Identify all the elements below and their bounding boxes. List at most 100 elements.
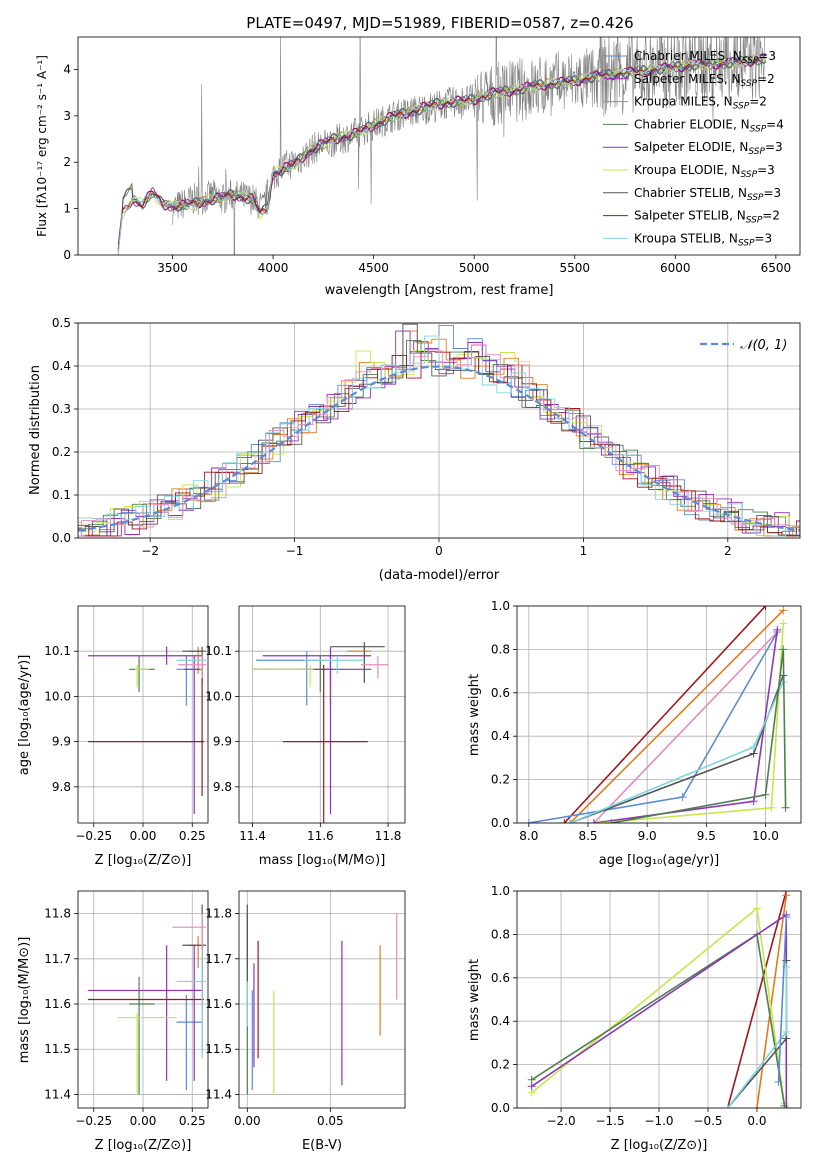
- weight-age-marker-chabrier_miles: [678, 792, 687, 801]
- weight-age-ytick-label: 0.4: [491, 729, 510, 743]
- weight-Z-decor: −2.0 −1.5 −1.0 −0.5 0.0 0.0 0.2 0.4 0.6 0.8 1.0: [491, 884, 802, 1128]
- weight-Z-marker-kroupa_miles: [752, 1104, 761, 1108]
- residuals-xtick-label: −2: [141, 544, 159, 558]
- weight-Z-marker-salpeter_elodie: [782, 1104, 791, 1108]
- weight-age-marker-salpeter_elodie: [773, 625, 782, 634]
- residual-gauss-curve: [78, 365, 800, 532]
- spectrum-legend-label-chabrier_elodie: Chabrier ELODIE, NSSP=4: [634, 117, 784, 134]
- weight-Z-marker-chabrier_miles: [774, 1077, 783, 1086]
- age-mass-xtick-label: 11.4: [239, 829, 266, 843]
- mass-ebv-xtick-label: 0.00: [234, 1114, 261, 1128]
- residual-hist-salpeter_stelib: [78, 351, 800, 537]
- spectrum-xlabel: wavelength [Angstrom, rest frame]: [325, 283, 554, 298]
- weight-Z-marker-salpeter_elodie: [527, 1082, 536, 1091]
- weight-age-marker-chabrier_miles: [524, 819, 533, 823]
- residuals-decor: −2 −1 0 1 2 0.0 0.1 0.2 0.3 0.4 0.5: [52, 316, 801, 558]
- spectrum-xtick-label: 6000: [660, 261, 691, 275]
- weight-age-marker-salpeter_elodie: [749, 797, 758, 806]
- weight-Z-line-kroupa_miles: [756, 895, 788, 1108]
- weight-Z-marker-kroupa_miles: [782, 891, 791, 900]
- age-Z-axes: −0.25 0.00 0.25 9.8 9.9 10.0 10.1: [44, 605, 209, 843]
- age-Z-ytick-label: 10.1: [44, 644, 71, 658]
- age-mass-decor: 11.4 11.6 11.8 9.8 9.9 10.0 10.1: [205, 605, 406, 843]
- weight-Z-marker-chabrier_elodie: [780, 1101, 789, 1108]
- weight-age-ytick-label: 0.0: [491, 816, 510, 830]
- residuals-ytick-label: 0.2: [52, 445, 71, 459]
- mass-Z-ytick-label: 11.8: [44, 907, 71, 921]
- age-Z-ytick-label: 9.8: [52, 780, 71, 794]
- mass-ebv-decor: 0.00 0.05 11.4 11.5 11.6 11.7 11.8: [205, 890, 406, 1128]
- spectrum-legend-label-kroupa_stelib: Kroupa STELIB, NSSP=3: [634, 231, 772, 248]
- mass-ebv-xtick-label: 0.05: [317, 1114, 344, 1128]
- weight-Z-marker-chabrier_miles: [782, 913, 791, 922]
- weight-Z-axes: −2.0 −1.5 −1.0 −0.5 0.0 0.0 0.2 0.4 0.6 0.8 1.0: [491, 884, 802, 1128]
- age-Z-xtick-label: 0.25: [179, 829, 206, 843]
- mass-ebv-ytick-label: 11.5: [205, 1042, 232, 1056]
- weight-age-marker-kroupa_miles: [779, 606, 788, 615]
- mass-Z-ytick-label: 11.6: [44, 997, 71, 1011]
- spectrum-ytick-label: 2: [63, 155, 71, 169]
- spectrum-model-kroupa_stelib: [117, 54, 766, 254]
- weight-age-line-salpeter_stelib: [563, 606, 767, 823]
- age-Z-ytick-label: 9.9: [52, 735, 71, 749]
- mass-Z-xtick-label: 0.00: [130, 1114, 157, 1128]
- weight-Z-xtick-label: −0.5: [693, 1114, 722, 1128]
- spectrum-axes: 3500 4000 4500 5000 5500 6000 6500 0 1 2 3 4: [63, 36, 801, 275]
- weight-Z-ytick-label: 0.6: [491, 971, 510, 985]
- age-mass-ytick-label: 9.9: [213, 735, 232, 749]
- weight-age-line-chabrier_elodie: [611, 649, 787, 823]
- age-mass-xlabel: mass [log₁₀(M/M⊙)]: [259, 853, 386, 868]
- residuals-plot-area: [78, 323, 800, 537]
- weight-age-ytick-label: 0.6: [491, 686, 510, 700]
- spectrum-ytick-label: 4: [63, 62, 71, 76]
- weight-Z-xtick-label: 0.0: [747, 1114, 766, 1128]
- age-mass-ytick-label: 10.1: [205, 644, 232, 658]
- age-mass-ytick-label: 9.8: [213, 780, 232, 794]
- mass-Z-xtick-label: 0.25: [179, 1114, 206, 1128]
- weight-age-ytick-label: 0.2: [491, 773, 510, 787]
- age-mass-frame: [238, 605, 406, 824]
- mass-ebv-xlabel: E(B-V): [302, 1138, 342, 1153]
- weight-Z-ytick-label: 0.4: [491, 1014, 510, 1028]
- mass-Z-frame: [77, 890, 209, 1109]
- spectrum-frame: [77, 36, 801, 256]
- mass-Z-ylabel: mass [log₁₀(M/M⊙)]: [17, 937, 32, 1064]
- weight-age-line-pink: [593, 631, 778, 823]
- age-Z-ytick-label: 10.0: [44, 689, 71, 703]
- weight-Z-frame: [516, 890, 802, 1109]
- age-mass-grid: [239, 606, 405, 823]
- mass-Z-plot-area: [87, 904, 207, 1095]
- age-mass-plot-area: [252, 642, 389, 823]
- age-Z-xlabel: Z [log₁₀(Z/Z⊙)]: [95, 853, 192, 868]
- spectrum-legend-label-salpeter_elodie: Salpeter ELODIE, NSSP=3: [634, 140, 783, 157]
- spectrum-ytick-label: 0: [63, 248, 71, 262]
- mass-ebv-plot-area: [246, 904, 398, 1095]
- age-Z-frame: [77, 605, 209, 824]
- spectrum-legend-label-kroupa_elodie: Kroupa ELODIE, NSSP=3: [634, 163, 775, 180]
- weight-age-xtick-label: 8.0: [519, 829, 538, 843]
- residuals-ytick-label: 0.3: [52, 402, 71, 416]
- spectrum-legend-label-salpeter_stelib: Salpeter STELIB, NSSP=2: [634, 209, 780, 226]
- residuals-ytick-label: 0.1: [52, 488, 71, 502]
- age-Z-decor: −0.25 0.00 0.25 9.8 9.9 10.0 10.1: [44, 605, 209, 843]
- residuals-xtick-label: 2: [724, 544, 732, 558]
- weight-age-marker-kroupa_elodie: [767, 803, 776, 812]
- chart-title: PLATE=0497, MJD=51989, FIBERID=0587, z=0…: [246, 14, 633, 32]
- age-mass-xtick-label: 11.6: [307, 829, 334, 843]
- spectrum-ylabel: Flux [fλ10⁻¹⁷ erg cm⁻² s⁻¹ A⁻¹]: [35, 55, 49, 237]
- weight-Z-line-salpeter_stelib: [726, 891, 788, 1108]
- spectrum-legend-label-salpeter_miles: Salpeter MILES, NSSP=2: [634, 72, 775, 89]
- mass-ebv-axes: 0.00 0.05 11.4 11.5 11.6 11.7 11.8: [205, 890, 406, 1128]
- weight-age-marker-kroupa_elodie: [595, 819, 604, 823]
- spectrum-ytick-label: 3: [63, 109, 71, 123]
- weight-Z-marker-kroupa_stelib: [723, 1104, 732, 1108]
- age-Z-xtick-label: 0.00: [130, 829, 157, 843]
- weight-Z-xlabel: Z [log₁₀(Z/Z⊙)]: [611, 1138, 708, 1153]
- weight-age-marker-chabrier_elodie: [779, 645, 788, 654]
- weight-age-xtick-label: 8.5: [578, 829, 597, 843]
- spectrum-model-chabrier_stelib: [117, 55, 767, 252]
- weight-Z-xtick-label: −1.0: [644, 1114, 673, 1128]
- spectrum-model-salpeter_stelib: [117, 53, 767, 250]
- mass-Z-axes: −0.25 0.00 0.25 11.4 11.5 11.6 11.7 11.8: [44, 890, 209, 1128]
- weight-age-xtick-label: 9.5: [697, 829, 716, 843]
